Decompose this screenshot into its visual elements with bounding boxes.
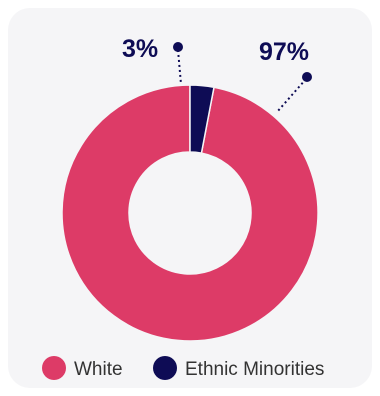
slice-label-leader-white bbox=[276, 78, 307, 113]
slice-label-leader-ethnic-minorities bbox=[177, 49, 182, 85]
slice-label-white: 97% bbox=[259, 38, 309, 66]
slice-label-ethnic-minorities: 3% bbox=[122, 35, 158, 63]
legend-label-white: White bbox=[74, 359, 123, 380]
slice-label-marker-white bbox=[302, 72, 312, 82]
donut-slice-ethnic-minorities bbox=[189, 84, 215, 154]
donut-slices bbox=[61, 84, 319, 342]
donut-slice-white bbox=[61, 84, 319, 342]
legend-swatch-white bbox=[42, 356, 66, 380]
legend-label-ethnic-minorities: Ethnic Minorities bbox=[185, 359, 324, 380]
legend-swatch-ethnic-minorities bbox=[153, 356, 177, 380]
slice-label-marker-ethnic-minorities bbox=[173, 42, 183, 52]
